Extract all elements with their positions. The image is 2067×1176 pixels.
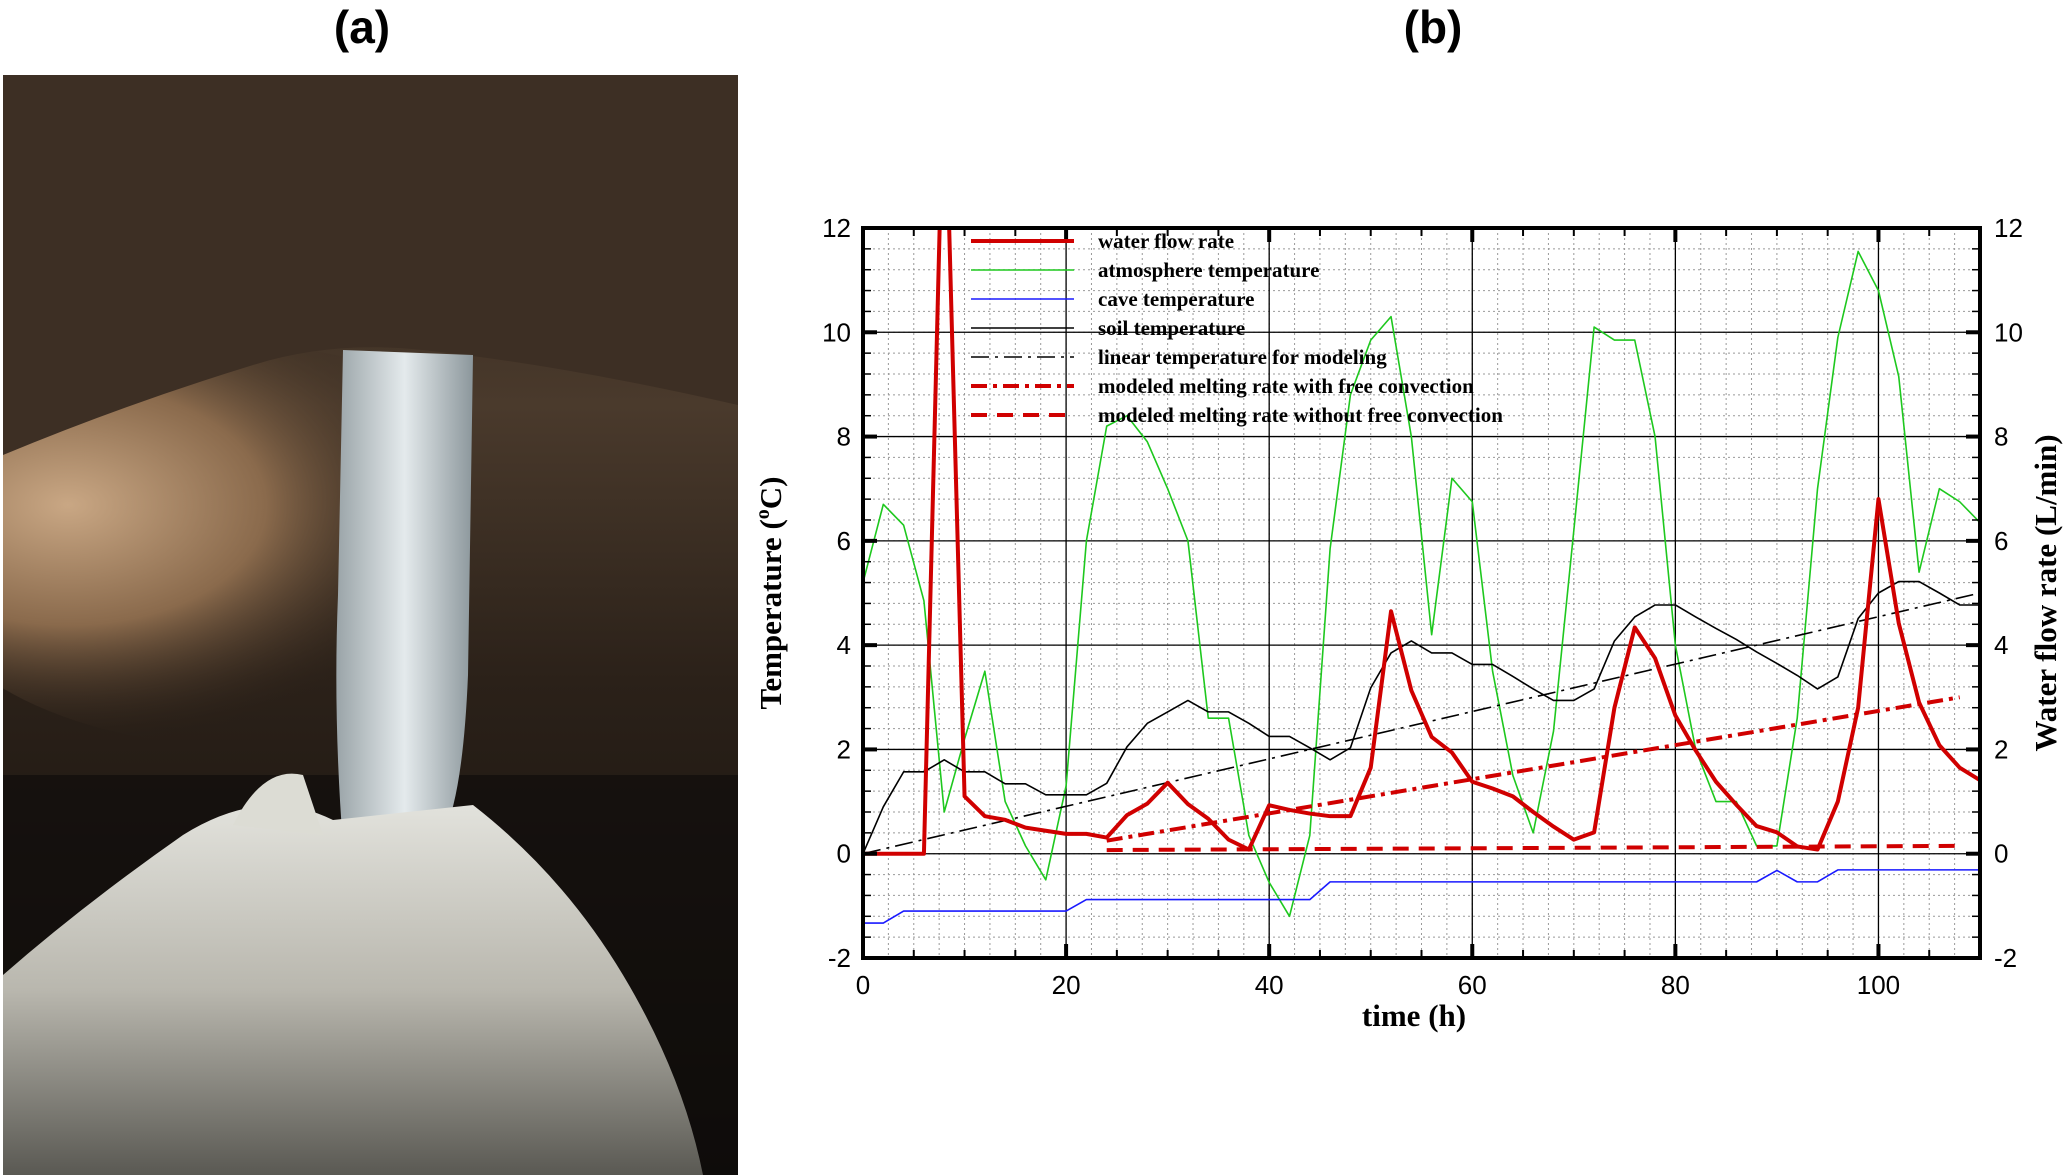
y-tick-label-left: 12 xyxy=(822,213,851,243)
legend: water flow rate atmosphere temperature cav… xyxy=(971,229,1503,427)
x-tick-label: 0 xyxy=(856,970,870,1000)
series-line-cave-temperature xyxy=(863,869,1980,924)
legend-label: water flow rate xyxy=(1098,229,1234,253)
y-tick-label-right: -2 xyxy=(1994,943,2017,973)
y-tick-label-right: 4 xyxy=(1994,630,2008,660)
y-left-title-main: Temperature ( xyxy=(753,519,788,709)
series-line-water-flow-rate xyxy=(863,228,1980,856)
y-tick-label-left: 0 xyxy=(837,839,851,869)
y-tick-label-left: 4 xyxy=(837,630,851,660)
x-tick-label: 40 xyxy=(1255,970,1284,1000)
y-tick-label-right: 10 xyxy=(1994,317,2023,347)
y-tick-label-right: 6 xyxy=(1994,526,2008,556)
series-line-linear-temperature-for-modeling xyxy=(863,592,1980,855)
legend-label: cave temperature xyxy=(1098,287,1254,311)
y-axis-left-title: Temperature (oC) xyxy=(752,477,788,710)
y-left-title-end: C) xyxy=(753,477,788,510)
y-tick-label-right: 0 xyxy=(1994,839,2008,869)
y-tick-label-left: 10 xyxy=(822,317,851,347)
panel-label-a: (a) xyxy=(333,1,391,53)
legend-label: atmosphere temperature xyxy=(1098,258,1319,282)
x-tick-label: 80 xyxy=(1661,970,1690,1000)
y-tick-label-left: 8 xyxy=(837,422,851,452)
panel-label-b: (b) xyxy=(1403,1,1463,53)
x-axis-title: time (h) xyxy=(1362,998,1466,1033)
cave-ice-photo xyxy=(3,75,738,1175)
x-tick-label: 60 xyxy=(1458,970,1487,1000)
axes xyxy=(861,226,1982,960)
y-axis-right-title: Water flow rate (L/min) xyxy=(2028,434,2063,751)
y-tick-label-right: 12 xyxy=(1994,213,2023,243)
legend-label: linear temperature for modeling xyxy=(1098,345,1387,369)
series-line-modeled-melting-rate-without-free-convection xyxy=(1106,843,1960,853)
series-line-soil-temperature xyxy=(863,580,1980,855)
series-line-atmosphere-temperature xyxy=(863,250,1980,918)
y-tick-label-left: 6 xyxy=(837,526,851,556)
y-tick-label-right: 2 xyxy=(1994,734,2008,764)
y-tick-label-left: 2 xyxy=(837,734,851,764)
legend-label: modeled melting rate without free convec… xyxy=(1098,403,1503,427)
legend-label: soil temperature xyxy=(1098,316,1245,340)
legend-label: modeled melting rate with free convectio… xyxy=(1098,374,1474,398)
x-tick-label: 100 xyxy=(1857,970,1900,1000)
y-tick-label-right: 8 xyxy=(1994,422,2008,452)
y-left-title-sup: o xyxy=(752,509,774,519)
series-lines xyxy=(863,228,1980,924)
y-tick-label-left: -2 xyxy=(828,943,851,973)
x-tick-label: 20 xyxy=(1052,970,1081,1000)
